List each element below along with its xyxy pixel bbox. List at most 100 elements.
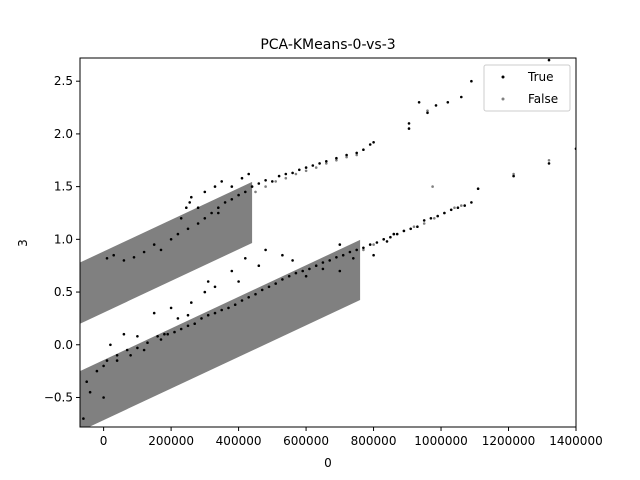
point-true bbox=[325, 160, 328, 163]
point-true bbox=[547, 58, 551, 62]
point-true bbox=[112, 253, 115, 257]
point-true bbox=[233, 303, 237, 307]
point-true bbox=[223, 201, 227, 204]
false-series-dense-bands bbox=[80, 181, 361, 427]
point-true bbox=[132, 255, 136, 259]
point-true bbox=[281, 253, 284, 257]
point-true bbox=[203, 290, 207, 294]
y-axis: −0.5 0.0 0.5 1.0 1.5 2.0 2.5 bbox=[44, 74, 80, 404]
point-true bbox=[348, 250, 352, 254]
point-true bbox=[429, 217, 433, 220]
point-true bbox=[352, 257, 355, 260]
point-true bbox=[470, 201, 473, 204]
point-true bbox=[318, 162, 321, 165]
point-true bbox=[95, 369, 99, 373]
point-true bbox=[237, 193, 240, 197]
point-true bbox=[230, 198, 234, 201]
point-true bbox=[338, 243, 342, 246]
point-true bbox=[122, 259, 126, 262]
point-true bbox=[308, 267, 311, 271]
x-tick-label: 800000 bbox=[351, 434, 397, 448]
y-tick-label: 0.0 bbox=[54, 338, 73, 352]
point-true bbox=[179, 217, 183, 220]
point-true bbox=[409, 227, 413, 231]
point-true bbox=[254, 292, 257, 296]
point-true bbox=[341, 253, 345, 257]
point-true bbox=[88, 390, 92, 394]
point-true bbox=[115, 354, 119, 357]
point-true bbox=[105, 359, 109, 362]
point-true bbox=[142, 348, 146, 352]
point-true bbox=[298, 168, 301, 172]
point-true bbox=[301, 269, 305, 273]
point-false bbox=[460, 204, 463, 207]
point-true bbox=[188, 201, 191, 204]
point-true bbox=[436, 214, 440, 218]
point-true bbox=[345, 153, 348, 157]
x-tick-label: 400000 bbox=[216, 434, 262, 448]
chart-title: PCA-KMeans-0-vs-3 bbox=[260, 37, 395, 53]
point-true bbox=[375, 241, 379, 244]
point-true bbox=[250, 185, 254, 188]
point-true bbox=[200, 317, 203, 320]
point-true bbox=[163, 332, 166, 336]
point-true bbox=[271, 180, 274, 183]
x-axis-label: 0 bbox=[324, 456, 332, 470]
point-true bbox=[277, 174, 281, 178]
point-true bbox=[176, 232, 180, 236]
point-true bbox=[125, 348, 129, 352]
point-true bbox=[186, 324, 190, 328]
point-true bbox=[185, 206, 188, 209]
point-true bbox=[247, 172, 250, 176]
point-true bbox=[368, 143, 372, 146]
point-true bbox=[105, 257, 109, 260]
point-true bbox=[355, 248, 359, 252]
point-true bbox=[470, 79, 473, 83]
plot-area bbox=[80, 58, 576, 427]
point-false bbox=[426, 109, 429, 112]
point-true bbox=[422, 219, 426, 222]
x-tick-label: 1200000 bbox=[482, 434, 535, 448]
legend-label-false: False bbox=[528, 92, 558, 106]
point-true bbox=[240, 299, 244, 302]
x-tick-label: 1000000 bbox=[414, 434, 467, 448]
point-true bbox=[203, 217, 207, 220]
point-true bbox=[247, 296, 250, 299]
point-true bbox=[476, 187, 480, 190]
point-true bbox=[287, 274, 291, 278]
point-true bbox=[213, 185, 217, 188]
point-true bbox=[142, 250, 146, 254]
point-true bbox=[213, 285, 217, 289]
point-true bbox=[314, 264, 318, 268]
point-true bbox=[240, 176, 244, 180]
x-tick-label: 0 bbox=[100, 434, 108, 448]
x-tick-label: 1400000 bbox=[549, 434, 602, 448]
point-false bbox=[304, 169, 308, 173]
point-true bbox=[193, 322, 196, 326]
point-true bbox=[362, 148, 365, 151]
point-false bbox=[422, 222, 426, 225]
point-true bbox=[169, 238, 173, 241]
point-true bbox=[460, 95, 463, 99]
point-false bbox=[355, 153, 359, 157]
point-true bbox=[217, 206, 220, 209]
point-true bbox=[237, 280, 240, 283]
point-true bbox=[257, 182, 261, 185]
point-true bbox=[449, 208, 453, 212]
point-true bbox=[115, 359, 119, 362]
point-true bbox=[407, 122, 411, 125]
point-true bbox=[109, 343, 112, 347]
point-true bbox=[291, 259, 294, 262]
point-true bbox=[156, 335, 159, 338]
point-true bbox=[82, 417, 85, 420]
point-true bbox=[407, 127, 411, 130]
point-true bbox=[392, 232, 396, 236]
point-true bbox=[456, 206, 460, 209]
point-true bbox=[186, 313, 190, 317]
point-true bbox=[203, 190, 207, 194]
point-true bbox=[227, 306, 230, 310]
point-true bbox=[338, 269, 342, 273]
false-series-band-1 bbox=[80, 181, 253, 324]
point-false bbox=[431, 185, 434, 188]
